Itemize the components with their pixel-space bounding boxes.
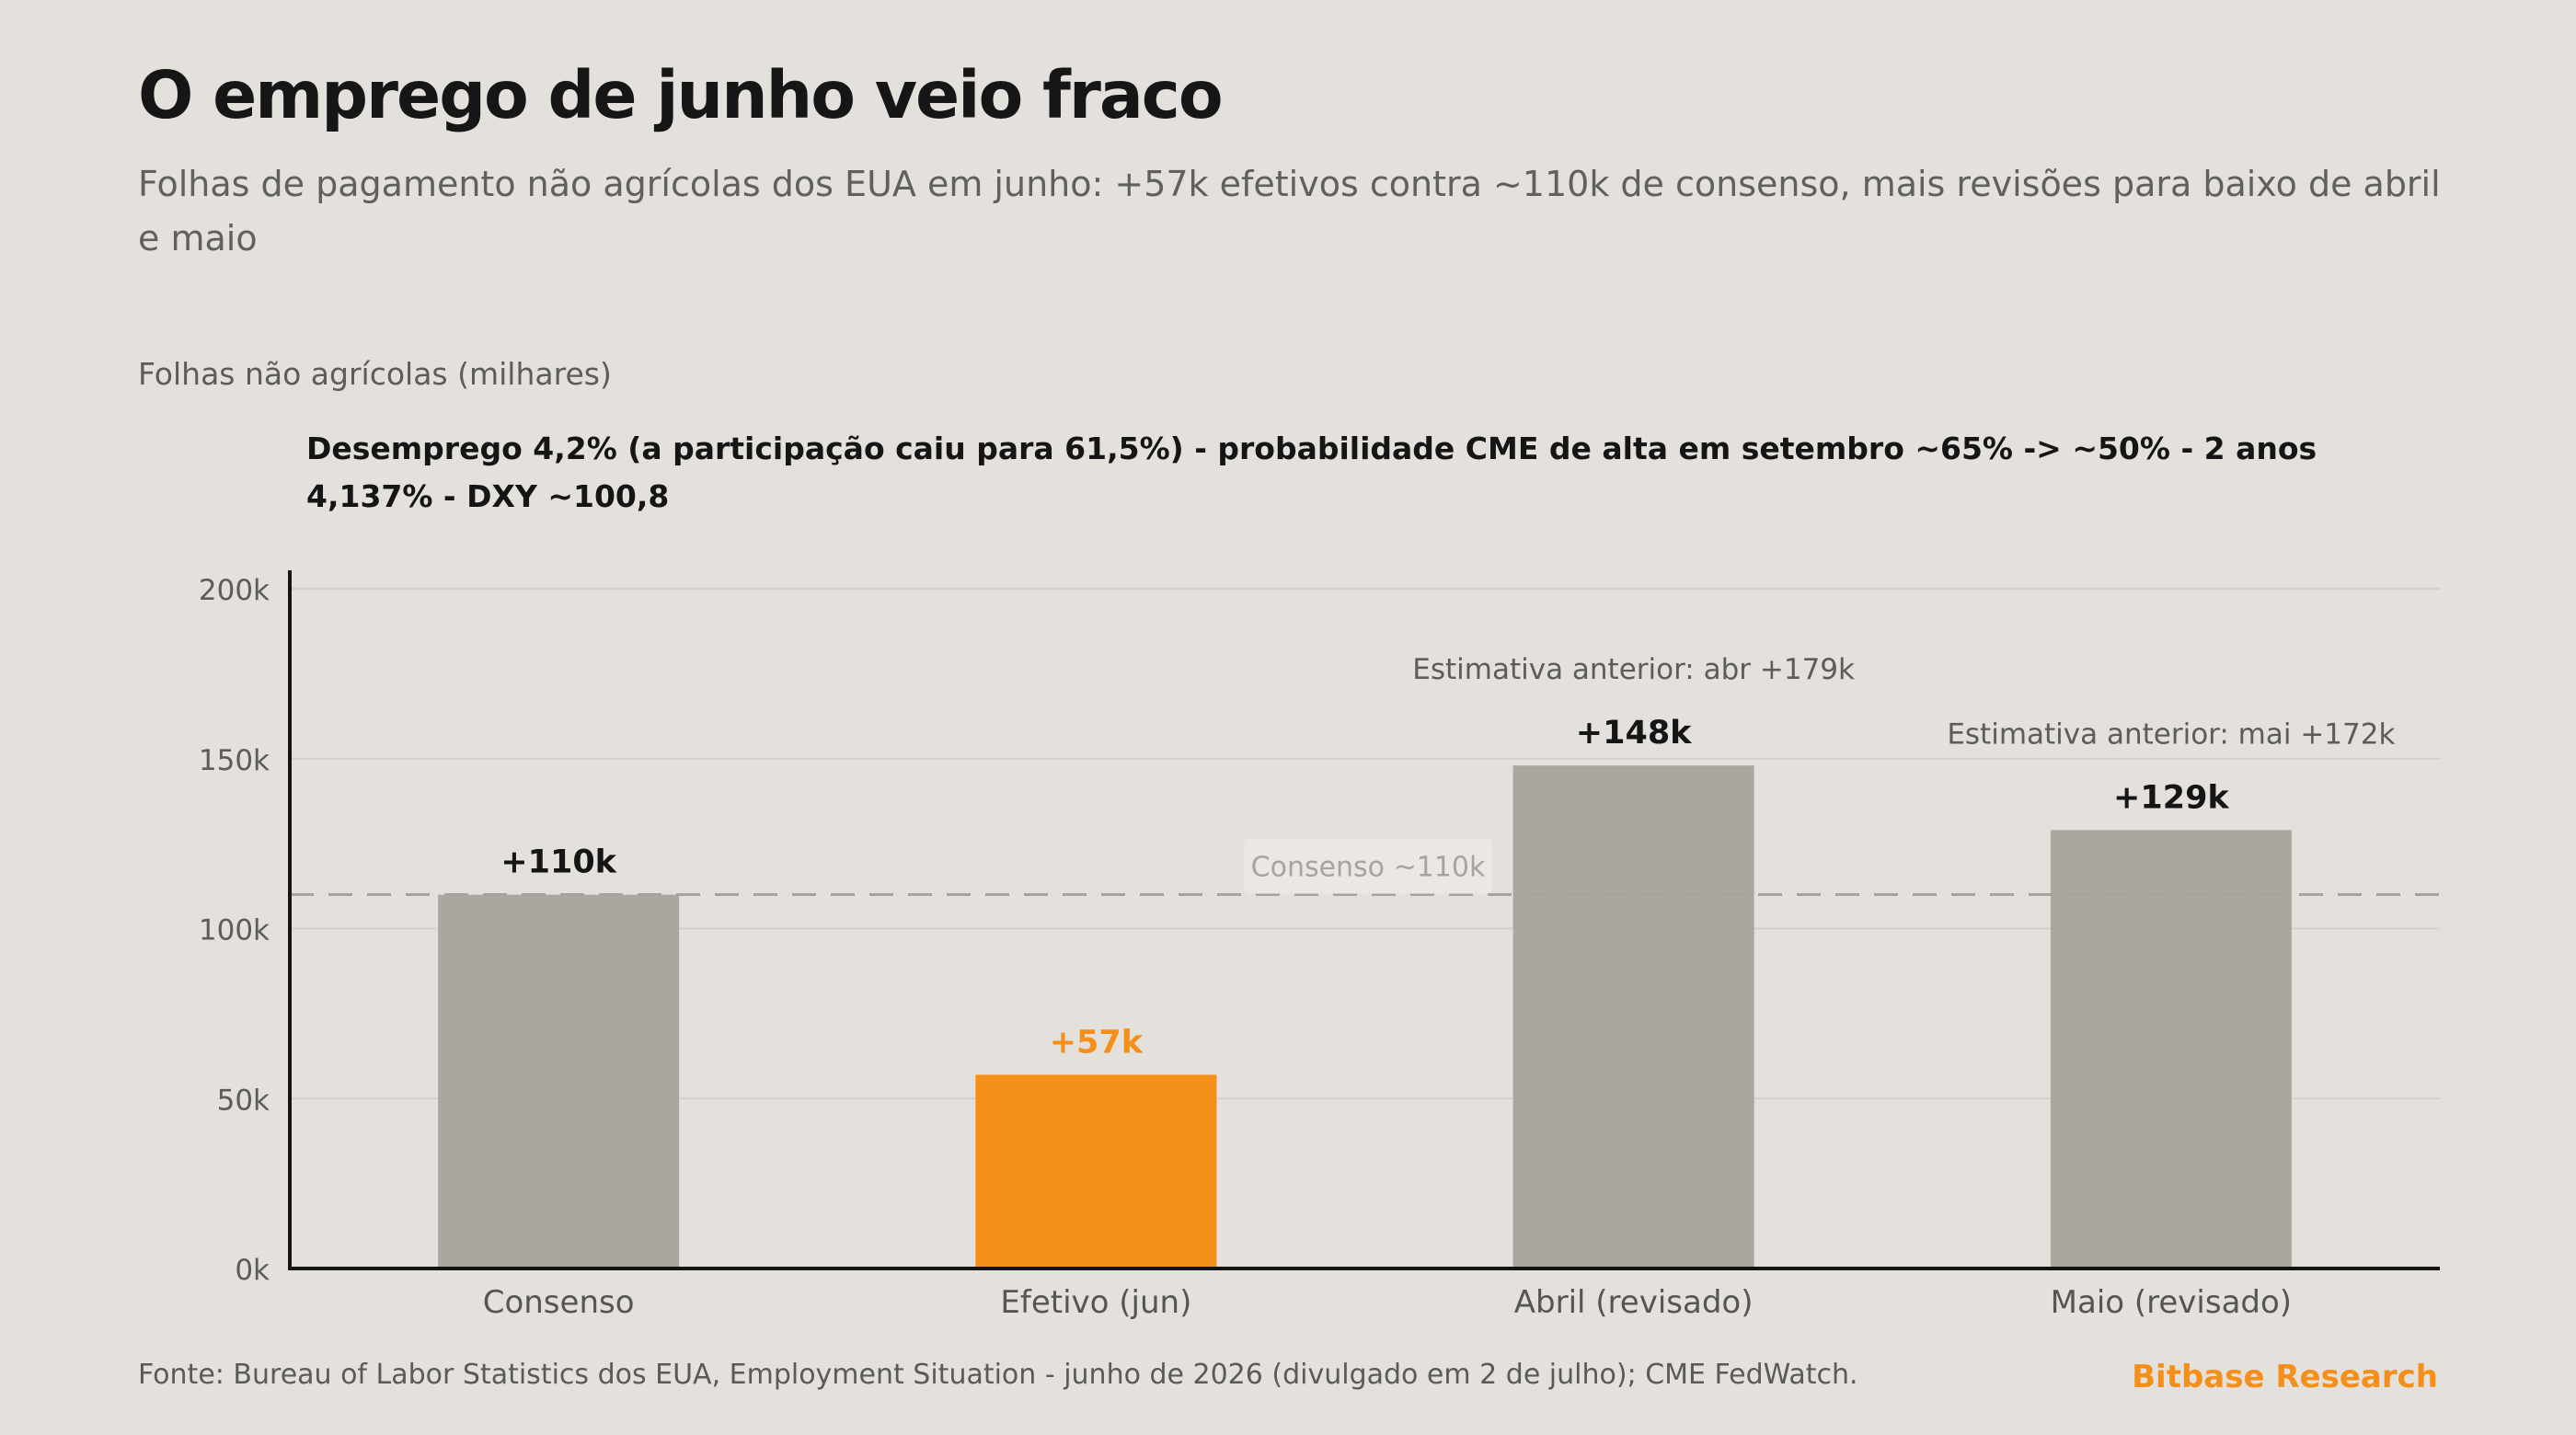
chart-subtitle: Folhas de pagamento não agrícolas dos EU… [138,164,2441,258]
bar-value-label: +57k [1050,1024,1144,1061]
bar [2050,830,2292,1269]
prior-estimate-note: Estimativa anterior: mai +172k [1947,718,2395,751]
y-tick-label: 0k [235,1254,270,1287]
x-tick-label: Efetivo (jun) [1000,1284,1191,1321]
consensus-reference-label: Consenso ~110k [1251,852,1486,884]
x-tick-label: Abril (revisado) [1514,1284,1754,1321]
bar-value-label: +148k [1576,715,1692,752]
x-tick-label: Maio (revisado) [2051,1284,2292,1321]
brand-label: Bitbase Research [2132,1359,2438,1395]
y-tick-label: 50k [217,1084,270,1117]
bar [975,1074,1217,1269]
bar [1512,765,1754,1269]
bar [438,894,680,1269]
x-tick-label: Consenso [483,1284,635,1321]
prior-estimate-note: Estimativa anterior: abr +179k [1412,653,1855,686]
bar-value-label: +110k [500,844,616,881]
source-note: Fonte: Bureau of Labor Statistics dos EU… [138,1359,1858,1391]
y-tick-label: 150k [199,744,270,777]
y-axis-label: Folhas não agrícolas (milhares) [138,356,612,392]
chart-annotation: Desemprego 4,2% (a participação caiu par… [306,430,2317,514]
y-tick-label: 100k [199,914,270,947]
y-tick-label: 200k [199,574,270,607]
consensus-label-background [1244,838,1492,894]
chart-title: O emprego de junho veio fraco [138,57,1224,133]
bar-value-label: +129k [2113,779,2229,816]
